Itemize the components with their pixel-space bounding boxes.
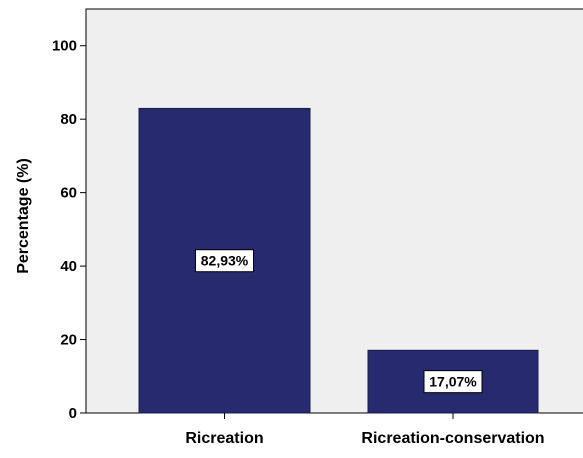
data-label: 17,07% xyxy=(429,374,477,390)
y-tick-label: 0 xyxy=(69,405,77,422)
data-label-box xyxy=(195,249,254,273)
y-tick-label: 100 xyxy=(52,38,77,55)
x-tick-label: Ricreation xyxy=(185,430,263,447)
x-ticks-group: Ricreation Ricreation-conservation xyxy=(185,413,545,447)
y-ticks-group: 0 20 40 60 80 100 xyxy=(52,38,86,422)
data-label-box xyxy=(423,370,483,394)
bars-group: 82,93% 17,07% xyxy=(138,107,539,414)
y-tick-label: 40 xyxy=(60,258,77,275)
y-tick-label: 20 xyxy=(60,332,77,349)
y-tick-label: 80 xyxy=(60,111,77,128)
data-label: 82,93% xyxy=(201,253,249,269)
y-axis-label: Percentage (%) xyxy=(15,158,32,274)
x-tick-label: Ricreation-conservation xyxy=(361,430,544,447)
y-tick-label: 60 xyxy=(60,185,77,202)
